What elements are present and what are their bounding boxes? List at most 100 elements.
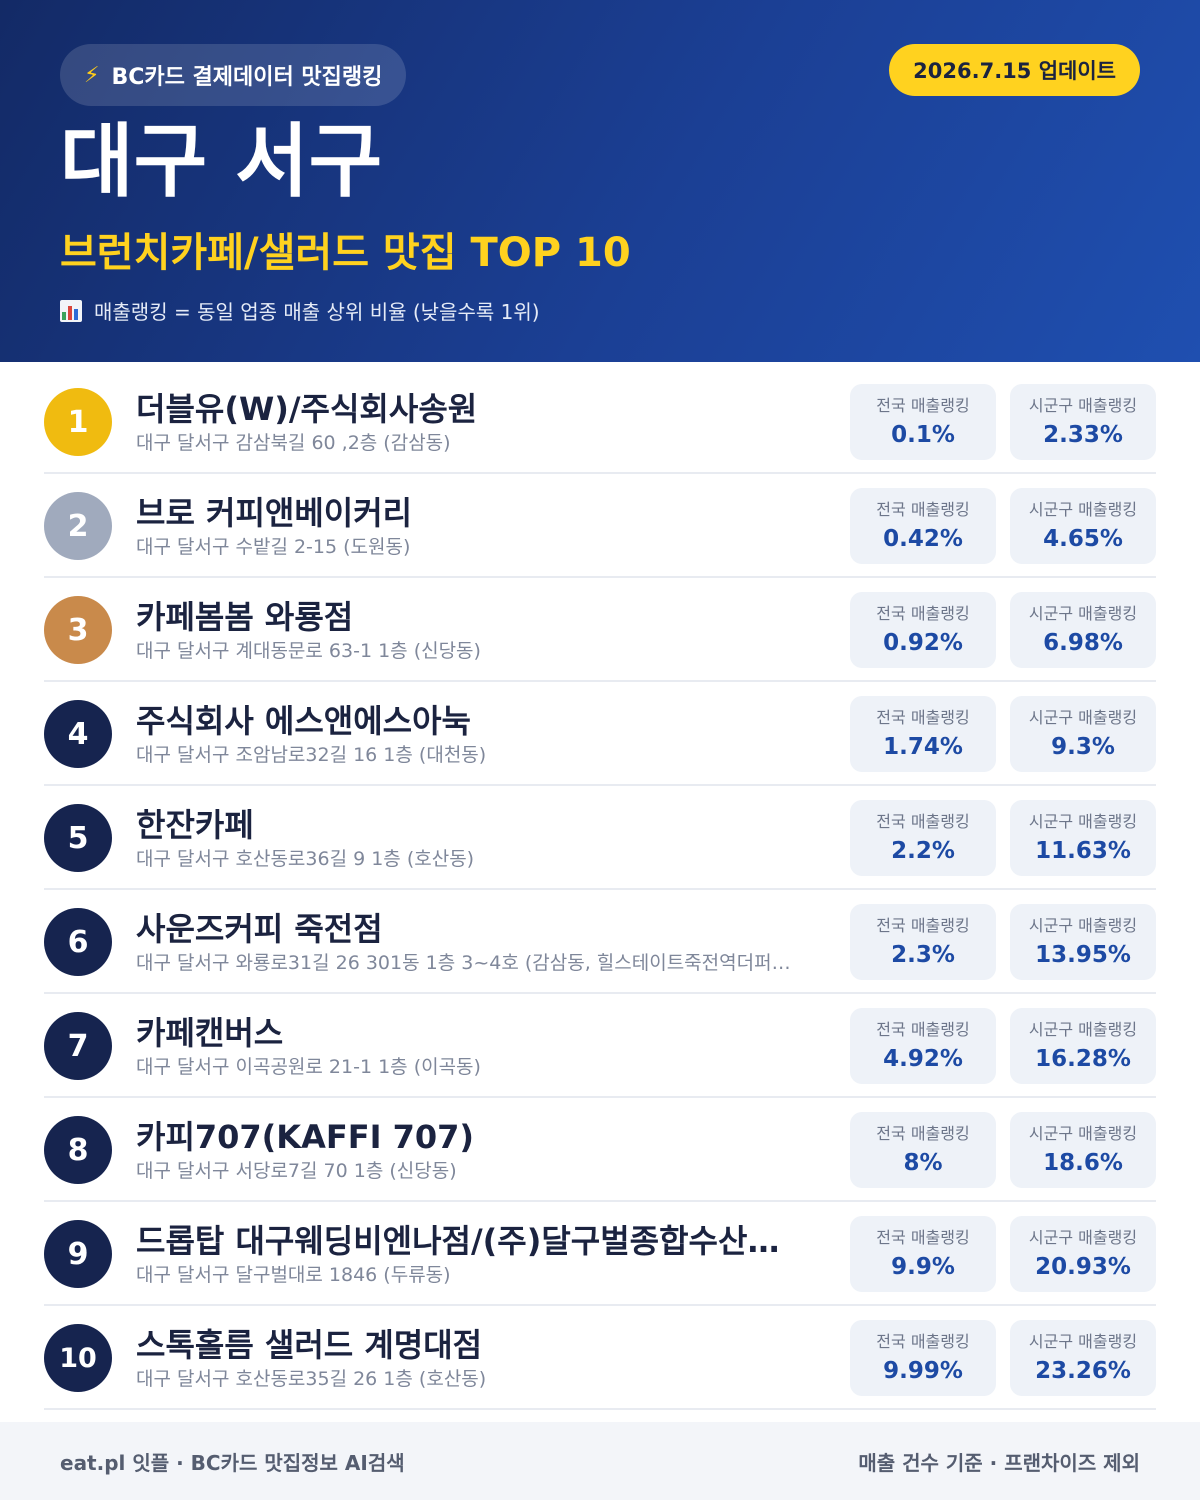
local-ranking-label: 시군구 매출랭킹	[1028, 812, 1138, 831]
national-ranking-card: 전국 매출랭킹 1.74%	[850, 696, 996, 772]
rank-badge: 1	[44, 388, 112, 456]
national-ranking-value: 4.92%	[883, 1046, 963, 1072]
local-ranking-card: 시군구 매출랭킹 20.93%	[1010, 1216, 1156, 1292]
local-ranking-label: 시군구 매출랭킹	[1028, 1124, 1138, 1143]
local-ranking-card: 시군구 매출랭킹 9.3%	[1010, 696, 1156, 772]
restaurant-address: 대구 달서구 서당로7길 70 1층 (신당동)	[136, 1160, 457, 1182]
local-ranking-label: 시군구 매출랭킹	[1028, 916, 1138, 935]
footer-note: 매출 건수 기준 · 프랜차이즈 제외	[858, 1450, 1140, 1475]
local-ranking-value: 20.93%	[1035, 1254, 1131, 1280]
list-item[interactable]: 9 드롭탑 대구웨딩비엔나점/(주)달구벌종합수산… 대구 달서구 달구벌대로 …	[44, 1202, 1156, 1306]
national-ranking-value: 9.9%	[891, 1254, 955, 1280]
rank-badge: 3	[44, 596, 112, 664]
lightning-icon: ⚡	[84, 62, 100, 88]
restaurant-address: 대구 달서구 감삼북길 60 ,2층 (감삼동)	[136, 432, 451, 454]
national-ranking-label: 전국 매출랭킹	[876, 396, 970, 415]
local-ranking-value: 13.95%	[1035, 942, 1131, 968]
local-ranking-card: 시군구 매출랭킹 13.95%	[1010, 904, 1156, 980]
legend-note-text: 매출랭킹 = 동일 업종 매출 상위 비율 (낮을수록 1위)	[94, 300, 540, 324]
restaurant-address: 대구 달서구 호산동로36길 9 1층 (호산동)	[136, 848, 475, 870]
list-item[interactable]: 6 사운즈커피 죽전점 대구 달서구 와룡로31길 26 301동 1층 3~4…	[44, 890, 1156, 994]
list-item[interactable]: 4 주식회사 에스앤에스아눅 대구 달서구 조암남로32길 16 1층 (대천동…	[44, 682, 1156, 786]
national-ranking-label: 전국 매출랭킹	[876, 1228, 970, 1247]
footer: eat.pl 잇플 · BC카드 맛집정보 AI검색 매출 건수 기준 · 프랜…	[0, 1422, 1200, 1500]
local-ranking-card: 시군구 매출랭킹 2.33%	[1010, 384, 1156, 460]
national-ranking-value: 0.92%	[883, 630, 963, 656]
list-item[interactable]: 7 카페캔버스 대구 달서구 이곡공원로 21-1 1층 (이곡동) 전국 매출…	[44, 994, 1156, 1098]
national-ranking-value: 2.2%	[891, 838, 955, 864]
local-ranking-card: 시군구 매출랭킹 11.63%	[1010, 800, 1156, 876]
category-title: 브런치카페/샐러드 맛집 TOP 10	[60, 230, 631, 276]
list-item[interactable]: 5 한잔카페 대구 달서구 호산동로36길 9 1층 (호산동) 전국 매출랭킹…	[44, 786, 1156, 890]
national-ranking-label: 전국 매출랭킹	[876, 1124, 970, 1143]
restaurant-name: 드롭탑 대구웨딩비엔나점/(주)달구벌종합수산…	[136, 1222, 780, 1260]
list-item[interactable]: 3 카페봄봄 와룡점 대구 달서구 계대동문로 63-1 1층 (신당동) 전국…	[44, 578, 1156, 682]
restaurant-name: 브로 커피앤베이커리	[136, 494, 413, 532]
national-ranking-card: 전국 매출랭킹 0.1%	[850, 384, 996, 460]
local-ranking-value: 4.65%	[1043, 526, 1123, 552]
national-ranking-label: 전국 매출랭킹	[876, 1332, 970, 1351]
national-ranking-label: 전국 매출랭킹	[876, 916, 970, 935]
local-ranking-value: 9.3%	[1051, 734, 1115, 760]
national-ranking-card: 전국 매출랭킹 0.92%	[850, 592, 996, 668]
legend-note: 매출랭킹 = 동일 업종 매출 상위 비율 (낮을수록 1위)	[60, 296, 540, 325]
source-pill: ⚡ BC카드 결제데이터 맛집랭킹	[60, 44, 407, 106]
local-ranking-card: 시군구 매출랭킹 23.26%	[1010, 1320, 1156, 1396]
local-ranking-label: 시군구 매출랭킹	[1028, 500, 1138, 519]
local-ranking-card: 시군구 매출랭킹 6.98%	[1010, 592, 1156, 668]
restaurant-address: 대구 달서구 이곡공원로 21-1 1층 (이곡동)	[136, 1056, 481, 1078]
restaurant-address: 대구 달서구 와룡로31길 26 301동 1층 3~4호 (감삼동, 힐스테이…	[136, 952, 791, 974]
national-ranking-label: 전국 매출랭킹	[876, 500, 970, 519]
local-ranking-label: 시군구 매출랭킹	[1028, 708, 1138, 727]
national-ranking-card: 전국 매출랭킹 9.9%	[850, 1216, 996, 1292]
bar-chart-icon	[60, 299, 82, 322]
national-ranking-card: 전국 매출랭킹 2.2%	[850, 800, 996, 876]
local-ranking-value: 2.33%	[1043, 422, 1123, 448]
restaurant-name: 한잔카페	[136, 806, 254, 844]
local-ranking-label: 시군구 매출랭킹	[1028, 604, 1138, 623]
local-ranking-card: 시군구 매출랭킹 4.65%	[1010, 488, 1156, 564]
local-ranking-label: 시군구 매출랭킹	[1028, 1332, 1138, 1351]
local-ranking-value: 18.6%	[1043, 1150, 1123, 1176]
footer-source: eat.pl 잇플 · BC카드 맛집정보 AI검색	[60, 1450, 405, 1475]
restaurant-name: 사운즈커피 죽전점	[136, 910, 383, 948]
restaurant-address: 대구 달서구 호산동로35길 26 1층 (호산동)	[136, 1368, 487, 1390]
restaurant-address: 대구 달서구 수밭길 2-15 (도원동)	[136, 536, 411, 558]
update-badge: 2026.7.15 업데이트	[889, 44, 1140, 96]
national-ranking-value: 9.99%	[883, 1358, 963, 1384]
local-ranking-value: 11.63%	[1035, 838, 1131, 864]
restaurant-name: 더블유(W)/주식회사송원	[136, 390, 478, 428]
national-ranking-value: 0.42%	[883, 526, 963, 552]
local-ranking-value: 6.98%	[1043, 630, 1123, 656]
restaurant-address: 대구 달서구 조암남로32길 16 1층 (대천동)	[136, 744, 487, 766]
local-ranking-label: 시군구 매출랭킹	[1028, 396, 1138, 415]
local-ranking-label: 시군구 매출랭킹	[1028, 1228, 1138, 1247]
list-item[interactable]: 1 더블유(W)/주식회사송원 대구 달서구 감삼북길 60 ,2층 (감삼동)…	[44, 370, 1156, 474]
local-ranking-value: 23.26%	[1035, 1358, 1131, 1384]
national-ranking-value: 8%	[903, 1150, 943, 1176]
national-ranking-card: 전국 매출랭킹 4.92%	[850, 1008, 996, 1084]
national-ranking-value: 0.1%	[891, 422, 955, 448]
rank-badge: 7	[44, 1012, 112, 1080]
region-title: 대구 서구	[60, 115, 383, 208]
national-ranking-label: 전국 매출랭킹	[876, 812, 970, 831]
national-ranking-card: 전국 매출랭킹 8%	[850, 1112, 996, 1188]
restaurant-name: 스톡홀름 샐러드 계명대점	[136, 1326, 483, 1364]
rank-badge: 10	[44, 1324, 112, 1392]
source-label: BC카드 결제데이터 맛집랭킹	[111, 65, 383, 90]
list-item[interactable]: 8 카피707(KAFFI 707) 대구 달서구 서당로7길 70 1층 (신…	[44, 1098, 1156, 1202]
national-ranking-label: 전국 매출랭킹	[876, 708, 970, 727]
rank-badge: 2	[44, 492, 112, 560]
national-ranking-label: 전국 매출랭킹	[876, 1020, 970, 1039]
restaurant-name: 카피707(KAFFI 707)	[136, 1118, 475, 1156]
restaurant-name: 주식회사 에스앤에스아눅	[136, 702, 471, 740]
list-item[interactable]: 2 브로 커피앤베이커리 대구 달서구 수밭길 2-15 (도원동) 전국 매출…	[44, 474, 1156, 578]
ranking-list: 1 더블유(W)/주식회사송원 대구 달서구 감삼북길 60 ,2층 (감삼동)…	[44, 370, 1156, 1410]
header-banner: ⚡ BC카드 결제데이터 맛집랭킹 2026.7.15 업데이트 대구 서구 브…	[0, 0, 1200, 362]
national-ranking-card: 전국 매출랭킹 2.3%	[850, 904, 996, 980]
rank-badge: 5	[44, 804, 112, 872]
local-ranking-card: 시군구 매출랭킹 16.28%	[1010, 1008, 1156, 1084]
list-item[interactable]: 10 스톡홀름 샐러드 계명대점 대구 달서구 호산동로35길 26 1층 (호…	[44, 1306, 1156, 1410]
local-ranking-value: 16.28%	[1035, 1046, 1131, 1072]
rank-badge: 4	[44, 700, 112, 768]
